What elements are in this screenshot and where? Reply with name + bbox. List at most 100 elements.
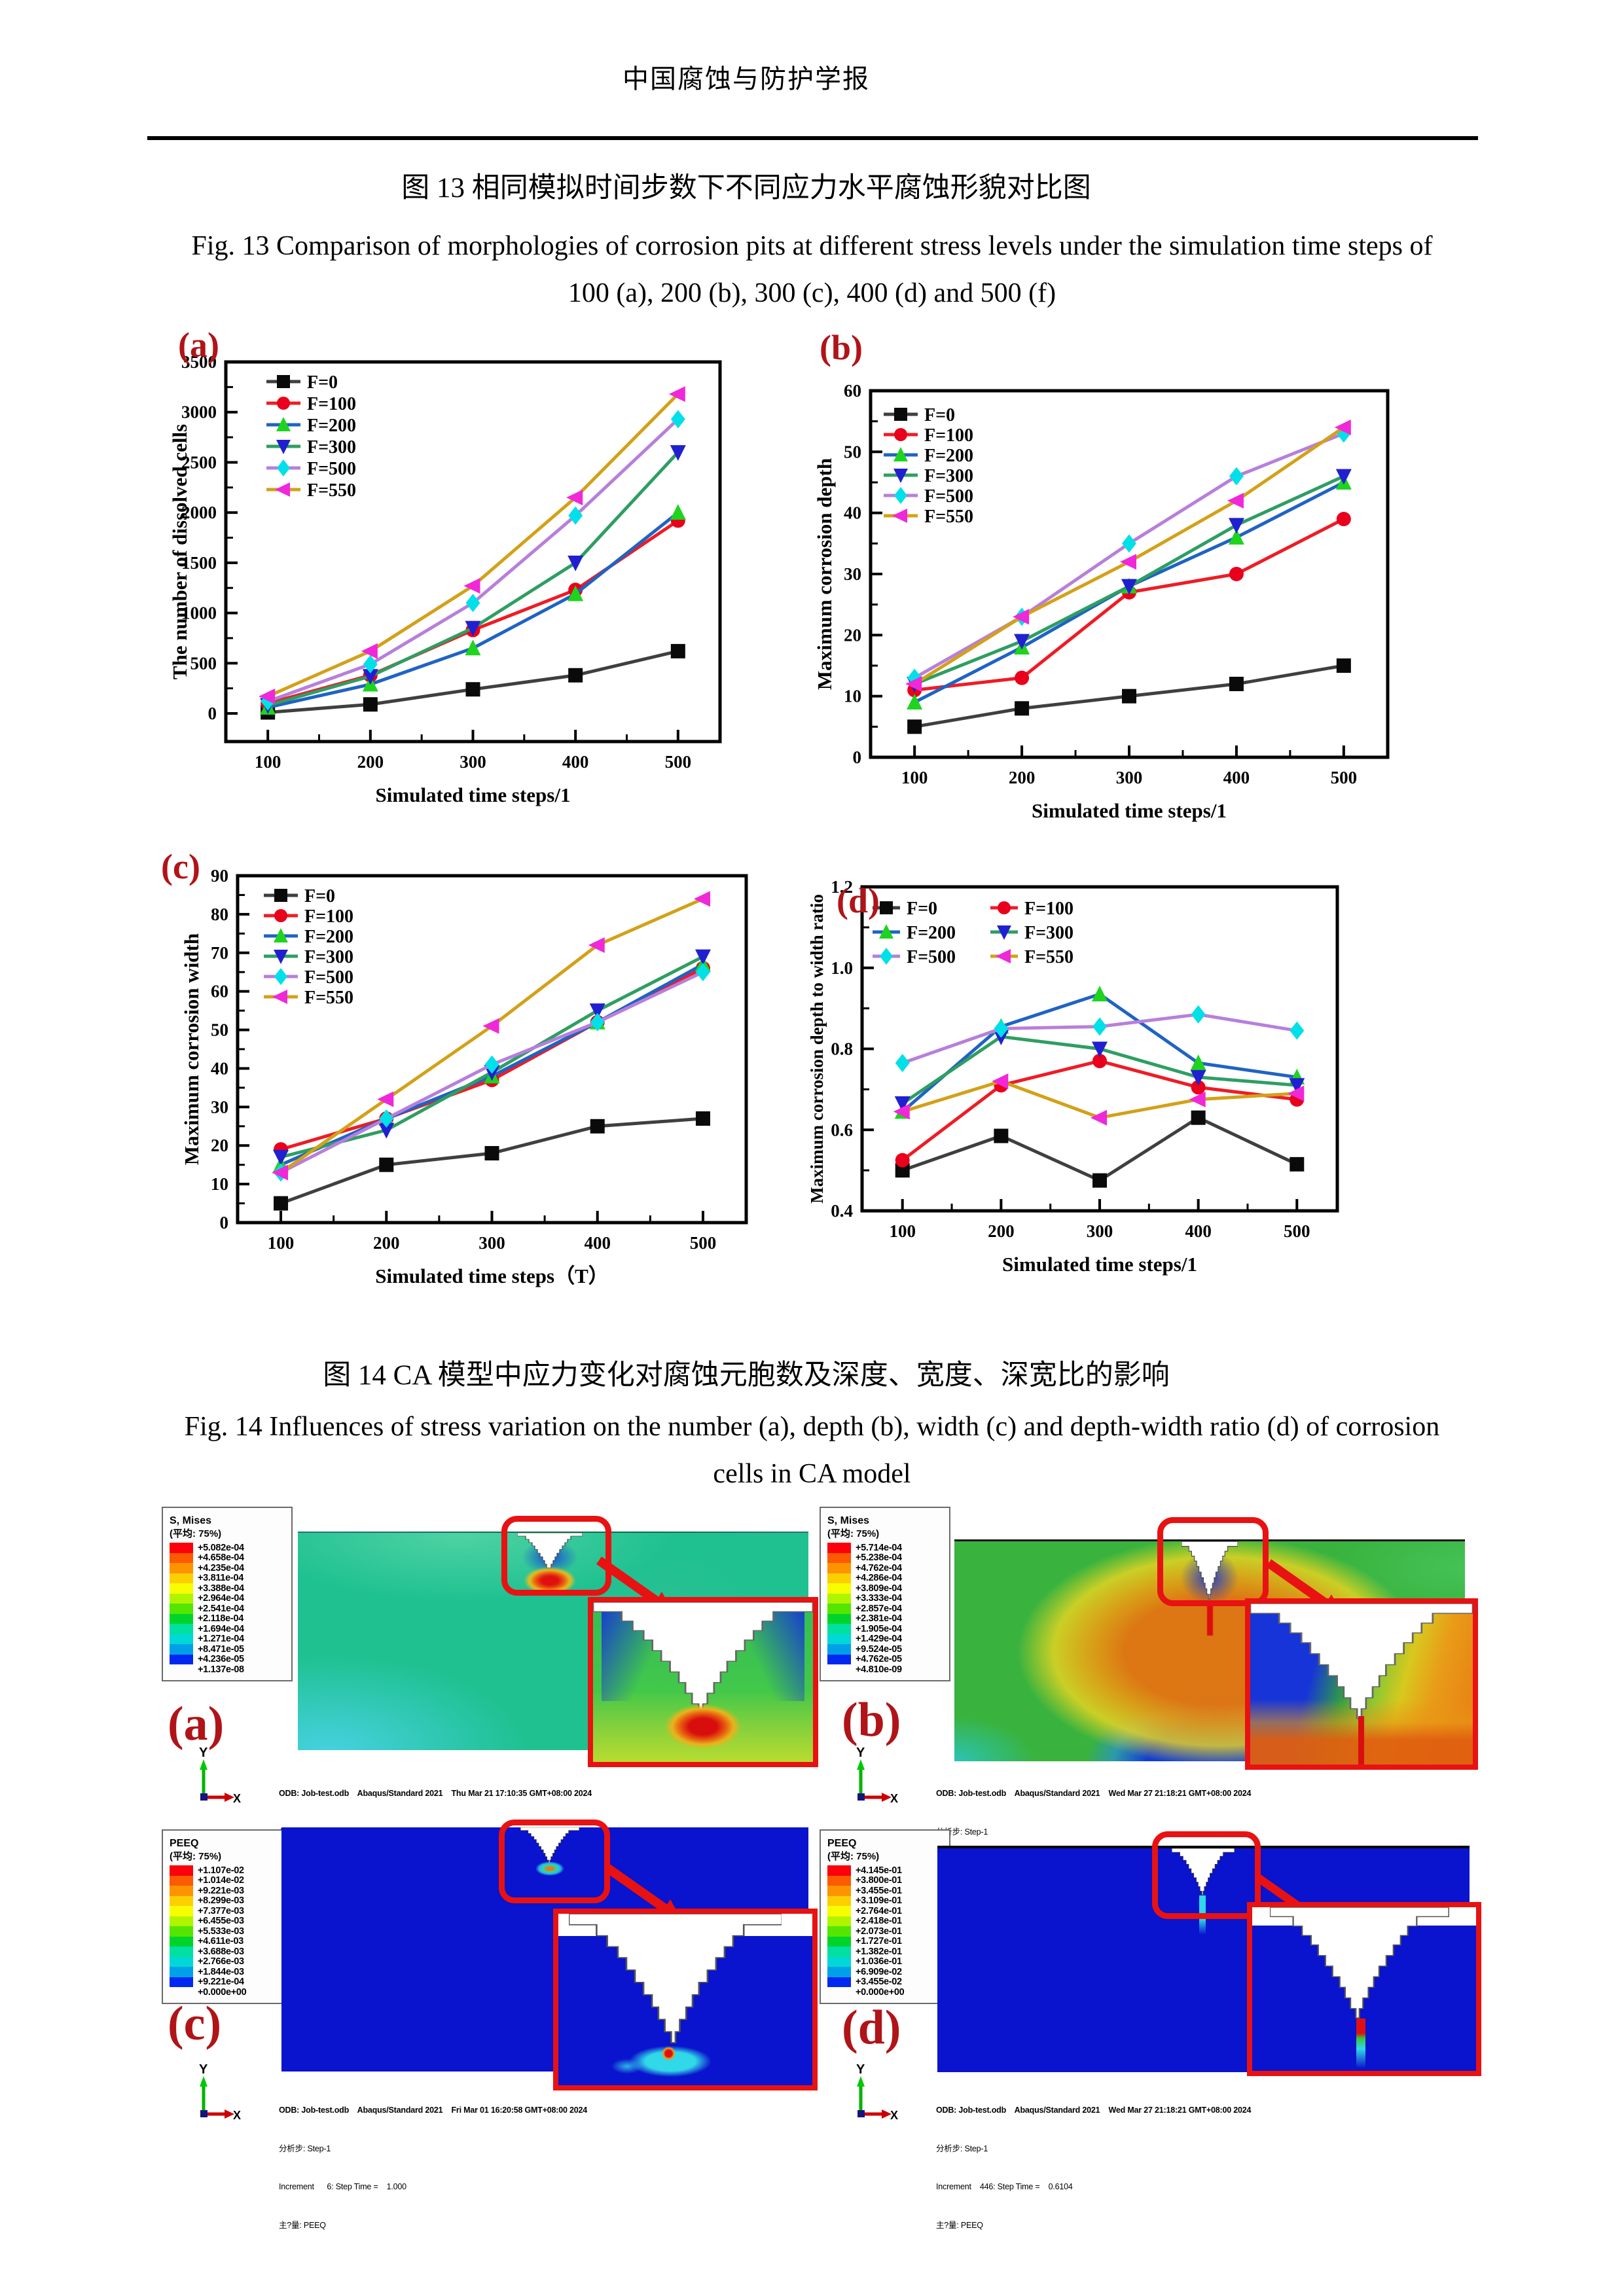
chart-d-label: (d) xyxy=(837,881,880,920)
svg-text:0: 0 xyxy=(208,704,217,723)
fig13-caption-en-line2: 100 (a), 200 (b), 300 (c), 400 (d) and 5… xyxy=(568,278,1056,308)
chart-c-label: (c) xyxy=(161,847,200,886)
fea-b-legend-subtitle: (平均: 75%) xyxy=(827,1528,880,1539)
svg-text:400: 400 xyxy=(562,752,589,772)
fea-d-odb-line: ODB: Job-test.odb Abaqus/Standard 2021 W… xyxy=(936,2106,1252,2115)
fea-a-legend-values: +5.082e-04 +4.658e-04 +4.235e-04 +3.811e-04… xyxy=(170,1543,286,1675)
fea-c-zoom-inset xyxy=(553,1909,818,2090)
svg-text:Y: Y xyxy=(199,1746,208,1760)
chart-c-maximum-corrosion-width: 0 10 20 30 40 50 60 70 80 90 100 200 300 400 500 Simula… xyxy=(180,866,748,1287)
svg-text:100: 100 xyxy=(901,768,928,787)
chart-d-depth-to-width-ratio: 0.4 0.6 0.8 1.0 1.2 100 200 300 400 500 Simulated … xyxy=(807,877,1339,1276)
svg-text:10: 10 xyxy=(211,1174,228,1194)
svg-text:20: 20 xyxy=(211,1136,228,1155)
fea-d-increment-line: Increment 446: Step Time = 0.6104 xyxy=(936,2182,1073,2191)
fea-c-colorbar-legend: PEEQ (平均: 75%) +1.107e-02 +1.014e-02 +9.22… xyxy=(162,1829,293,2004)
chart-a-number-of-dissolved-cells: 0 500 1000 1500 2000 2500 3000 3500 100 200 300 400… xyxy=(168,352,722,806)
svg-text:500: 500 xyxy=(190,653,217,673)
svg-text:Y: Y xyxy=(199,2063,208,2077)
fea-c-label: (c) xyxy=(168,1997,222,2051)
svg-text:Y: Y xyxy=(856,2063,865,2077)
svg-text:Simulated time steps（T）: Simulated time steps（T） xyxy=(375,1265,609,1287)
fea-c-axis-triad: Y X xyxy=(199,2063,241,2122)
svg-text:F=200: F=200 xyxy=(304,927,353,947)
svg-text:F=550: F=550 xyxy=(307,480,356,501)
fea-c-odb-text: ODB: Job-test.odb Abaqus/Standard 2021 F… xyxy=(279,2079,587,2257)
svg-text:F=500: F=500 xyxy=(307,459,356,479)
fig13-caption-zh: 图 13 相同模拟时间步数下不同应力水平腐蚀形貌对比图 xyxy=(401,173,1091,204)
svg-text:X: X xyxy=(233,1792,241,1805)
journal-title: 中国腐蚀与防护学报 xyxy=(623,64,870,94)
svg-text:F=300: F=300 xyxy=(307,437,356,457)
svg-text:50: 50 xyxy=(844,442,861,461)
fea-c-inset-pit xyxy=(568,1914,782,2043)
svg-text:Maximum corrosion depth: Maximum corrosion depth xyxy=(813,458,836,690)
svg-text:300: 300 xyxy=(460,752,486,772)
svg-text:F=500: F=500 xyxy=(907,947,956,967)
svg-text:3000: 3000 xyxy=(181,403,217,422)
svg-text:200: 200 xyxy=(373,1233,400,1253)
fea-c-legend-values: +1.107e-02 +1.014e-02 +9.221e-03 +8.299e-03… xyxy=(170,1865,286,1998)
svg-text:60: 60 xyxy=(844,381,861,401)
fea-b-legend-values: +5.714e-04 +5.238e-04 +4.762e-04 +4.286e-04… xyxy=(827,1543,944,1675)
fea-d-inset-pit xyxy=(1270,1907,1449,2018)
svg-text:0.8: 0.8 xyxy=(831,1039,853,1059)
fea-b-odb-line: ODB: Job-test.odb Abaqus/Standard 2021 W… xyxy=(936,1789,1252,1798)
svg-text:F=200: F=200 xyxy=(907,923,956,943)
fea-c-inset-blob-left xyxy=(609,2058,645,2075)
svg-text:60: 60 xyxy=(211,982,228,1001)
fig13-caption-en-line1: Fig. 13 Comparison of morphologies of co… xyxy=(191,231,1433,261)
fig14-caption-en-line2: cells in CA model xyxy=(713,1459,911,1489)
svg-text:F=300: F=300 xyxy=(924,466,973,486)
fea-c-inset-hotspot xyxy=(661,2045,677,2062)
svg-text:100: 100 xyxy=(889,1221,916,1241)
svg-text:F=500: F=500 xyxy=(304,967,353,988)
fea-d-step-line: 分析步: Step-1 xyxy=(936,2144,988,2153)
chart-a-label: (a) xyxy=(178,325,219,365)
fea-c-legend-title: PEEQ xyxy=(170,1838,199,1849)
fig14-caption-zh: 图 14 CA 模型中应力变化对腐蚀元胞数及深度、宽度、深宽比的影响 xyxy=(323,1360,1170,1391)
svg-text:0.4: 0.4 xyxy=(831,1201,853,1221)
fea-a-zoom-inset xyxy=(588,1597,818,1767)
svg-text:F=100: F=100 xyxy=(924,425,973,446)
svg-text:Simulated time steps/1: Simulated time steps/1 xyxy=(376,783,571,806)
svg-text:F=100: F=100 xyxy=(1024,899,1074,919)
svg-text:X: X xyxy=(890,1792,898,1805)
svg-text:500: 500 xyxy=(1331,768,1358,787)
fea-d-inset-crack xyxy=(1356,2018,1365,2071)
svg-text:20: 20 xyxy=(844,625,861,645)
svg-text:Simulated time steps/1: Simulated time steps/1 xyxy=(1032,799,1227,822)
svg-text:200: 200 xyxy=(357,752,384,772)
fea-a-legend-subtitle: (平均: 75%) xyxy=(170,1528,222,1539)
fea-d-variable-line: 主?量: PEEQ xyxy=(936,2220,983,2230)
fea-b-label: (b) xyxy=(842,1693,901,1747)
svg-text:40: 40 xyxy=(844,503,861,523)
svg-text:F=550: F=550 xyxy=(1024,947,1074,967)
svg-text:100: 100 xyxy=(268,1233,295,1253)
fea-b-zoom-inset xyxy=(1245,1598,1478,1770)
fea-c-legend-subtitle: (平均: 75%) xyxy=(170,1851,222,1862)
fea-d-legend-title: PEEQ xyxy=(827,1838,857,1849)
fea-c-increment-line: Increment 6: Step Time = 1.000 xyxy=(279,2182,406,2191)
chart-b-label: (b) xyxy=(820,328,863,367)
svg-text:1.2: 1.2 xyxy=(831,877,853,897)
fea-d-zoom-inset xyxy=(1247,1902,1481,2076)
fea-b-inset-crack xyxy=(1358,1716,1364,1765)
fea-c-zoom-rect xyxy=(499,1820,610,1903)
fea-d-legend-values: +4.145e-01 +3.800e-01 +3.455e-01 +3.109e-01… xyxy=(827,1865,944,1998)
fea-a-odb-line: ODB: Job-test.odb Abaqus/Standard 2021 T… xyxy=(279,1789,592,1798)
fea-d-label: (d) xyxy=(842,2001,901,2054)
svg-text:300: 300 xyxy=(1087,1221,1113,1241)
fea-b-inset-pit xyxy=(1250,1604,1473,1719)
header-rule xyxy=(147,136,1478,140)
fea-c-step-line: 分析步: Step-1 xyxy=(279,2144,331,2153)
svg-text:10: 10 xyxy=(844,687,861,706)
svg-text:F=500: F=500 xyxy=(924,486,973,507)
svg-text:70: 70 xyxy=(211,943,228,963)
fea-c-plastic-zone-spot xyxy=(533,1860,567,1877)
svg-text:F=100: F=100 xyxy=(307,394,356,414)
fig14-caption-en-line1: Fig. 14 Influences of stress variation o… xyxy=(184,1412,1440,1442)
svg-text:3500: 3500 xyxy=(181,352,217,372)
fea-d-colorbar-legend: PEEQ (平均: 75%) +4.145e-01 +3.800e-01 +3.45… xyxy=(820,1829,950,2004)
